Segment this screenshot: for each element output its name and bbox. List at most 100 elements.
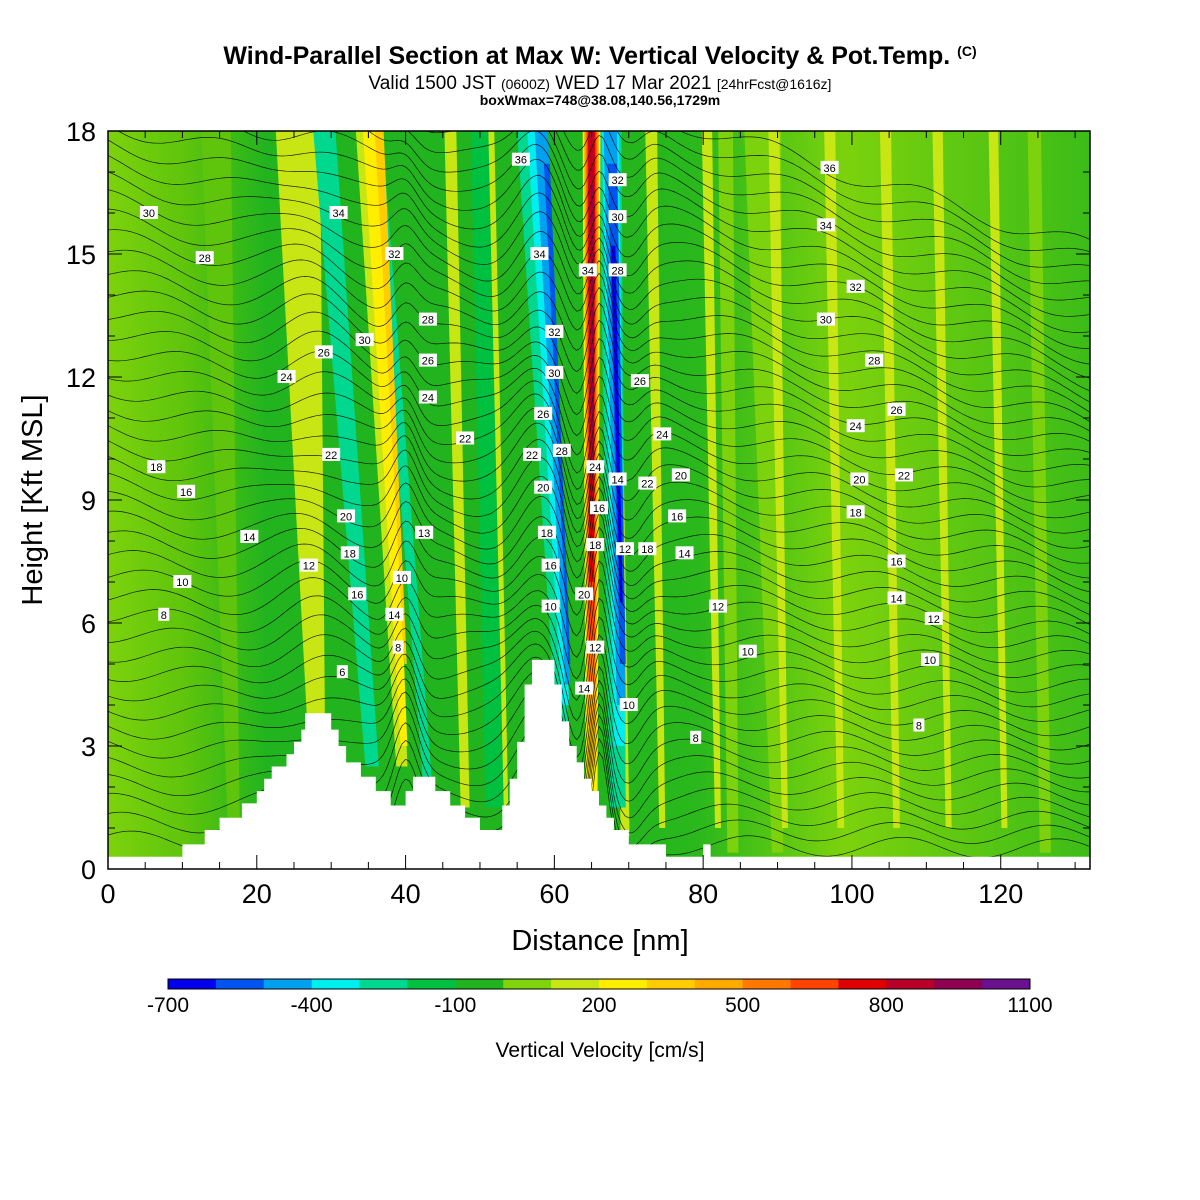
isentrope-line <box>108 465 1090 605</box>
contour-label: 32 <box>846 279 865 294</box>
svg-text:16: 16 <box>545 561 557 573</box>
isentrope-line <box>108 691 1090 817</box>
velocity-band-14 <box>543 163 571 665</box>
svg-text:20: 20 <box>578 589 590 601</box>
contour-label: 14 <box>385 607 404 622</box>
contour-label: 28 <box>552 443 571 458</box>
contour-label: 26 <box>534 406 553 421</box>
y-tick-label: 6 <box>81 609 96 639</box>
contour-label: 6 <box>336 665 348 679</box>
svg-text:24: 24 <box>656 429 668 441</box>
isentrope-line <box>108 139 1090 365</box>
y-axis-label: Height [Kft MSL] <box>17 394 49 605</box>
colorbar-swatch <box>694 979 744 989</box>
svg-text:14: 14 <box>678 548 690 560</box>
svg-text:26: 26 <box>537 409 549 421</box>
colorbar-swatch <box>215 979 265 989</box>
svg-text:16: 16 <box>671 511 683 523</box>
contour-label: 36 <box>820 160 839 175</box>
contour-label: 14 <box>887 591 906 605</box>
isentrope-line <box>407 131 1090 301</box>
svg-text:10: 10 <box>545 602 557 614</box>
colorbar-tick-label: 200 <box>581 994 616 1017</box>
svg-text:20: 20 <box>675 470 687 482</box>
contour-label: 10 <box>173 575 192 589</box>
colorbar-swatch <box>742 979 792 989</box>
isentrope-line <box>108 371 1090 519</box>
contour-label: 24 <box>846 419 865 433</box>
svg-text:30: 30 <box>611 212 623 224</box>
x-axis-label: Distance [nm] <box>511 925 688 957</box>
contour-label: 30 <box>139 206 158 220</box>
velocity-band-33 <box>824 131 845 828</box>
isentrope-line <box>616 131 1090 253</box>
contour-label: 26 <box>418 353 437 368</box>
svg-text:14: 14 <box>578 684 590 696</box>
y-tick-label: 0 <box>81 855 96 885</box>
isentrope-line <box>108 350 1090 503</box>
contour-label: 10 <box>392 570 411 585</box>
isentrope-line <box>108 435 1090 579</box>
y-tick-label: 18 <box>66 117 96 147</box>
isentrope-line <box>108 155 1090 379</box>
contour-label: 12 <box>709 599 728 614</box>
svg-text:6: 6 <box>339 667 345 679</box>
svg-text:18: 18 <box>344 548 356 560</box>
colorbar-swatch <box>407 979 456 989</box>
svg-text:32: 32 <box>548 327 560 339</box>
svg-text:30: 30 <box>359 335 371 347</box>
x-tick-label: 60 <box>539 879 569 909</box>
svg-text:18: 18 <box>541 528 553 540</box>
colorbar-tick-label: 1100 <box>1007 994 1052 1017</box>
contour-label: 12 <box>299 558 318 573</box>
contour-label: 30 <box>545 365 564 380</box>
isentrope-line <box>368 131 1090 317</box>
svg-text:22: 22 <box>641 479 653 491</box>
isentrope-line <box>108 597 1090 722</box>
svg-text:8: 8 <box>916 721 922 733</box>
copyright-mark: (C) <box>957 43 977 59</box>
contour-label: 10 <box>619 698 638 712</box>
contour-label: 16 <box>177 484 196 499</box>
colorbar-swatch <box>790 979 839 989</box>
contour-label: 16 <box>887 554 906 569</box>
svg-text:26: 26 <box>318 347 330 359</box>
contour-label: 14 <box>675 546 694 560</box>
contour-label: 14 <box>240 529 259 544</box>
x-tick-label: 120 <box>978 879 1023 909</box>
contour-label: 22 <box>456 431 475 446</box>
chart-subtitle: Valid 1500 JST (0600Z) WED 17 Mar 2021 [… <box>368 73 832 94</box>
contour-label: 26 <box>314 345 333 359</box>
isentrope-line <box>108 208 1090 413</box>
svg-text:34: 34 <box>820 220 832 232</box>
x-tick-label: 40 <box>391 879 421 909</box>
svg-text:10: 10 <box>742 647 754 659</box>
isentrope-line <box>679 131 1090 240</box>
svg-text:30: 30 <box>143 208 155 220</box>
velocity-band-7 <box>374 131 407 664</box>
isentrope-line <box>108 665 1090 789</box>
colorbar-frame <box>167 978 1031 990</box>
colorbar-swatch <box>503 979 552 989</box>
velocity-band-3 <box>313 131 379 767</box>
contour-label: 32 <box>545 324 564 339</box>
velocity-band-35 <box>932 131 952 828</box>
colorbar-swatch <box>934 979 983 989</box>
velocity-band-0 <box>275 131 326 853</box>
contour-label: 22 <box>523 447 542 462</box>
contour-label: 24 <box>653 427 672 441</box>
velocity-band-32 <box>768 131 788 828</box>
svg-text:16: 16 <box>180 487 192 499</box>
contour-label: 28 <box>195 251 214 265</box>
contour-label: 13 <box>415 525 434 540</box>
velocity-band-8 <box>444 131 470 808</box>
svg-text:22: 22 <box>325 450 337 462</box>
svg-text:32: 32 <box>611 175 623 187</box>
isentrope-line <box>108 229 1090 422</box>
isentrope-line <box>108 249 1090 432</box>
contour-label: 8 <box>690 730 702 745</box>
svg-text:22: 22 <box>459 434 471 446</box>
isentrope-line <box>108 330 1090 488</box>
svg-text:14: 14 <box>611 475 623 487</box>
contour-label: 14 <box>608 472 627 487</box>
